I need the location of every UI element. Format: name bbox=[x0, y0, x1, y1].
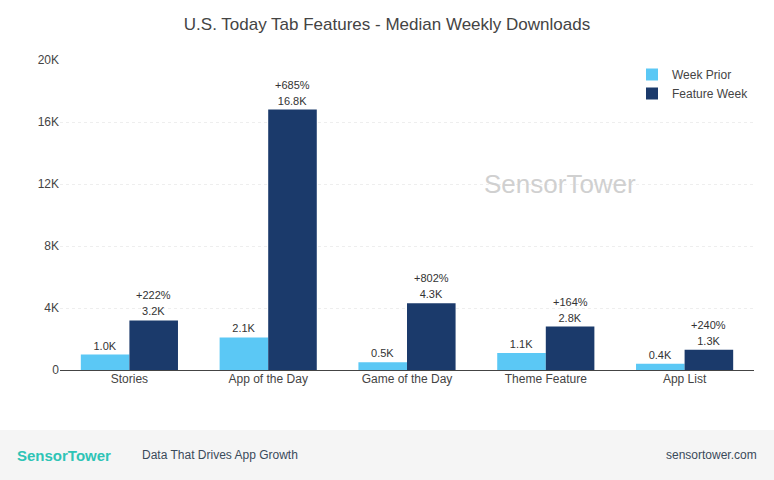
svg-text:sensortower.com: sensortower.com bbox=[666, 448, 757, 462]
svg-text:0.5K: 0.5K bbox=[371, 347, 394, 359]
svg-text:4.3K: 4.3K bbox=[420, 288, 443, 300]
svg-text:+222%: +222% bbox=[136, 289, 171, 301]
svg-text:1.1K: 1.1K bbox=[510, 338, 533, 350]
svg-text:+802%: +802% bbox=[414, 272, 449, 284]
svg-text:20K: 20K bbox=[38, 53, 59, 67]
svg-text:App of the Day: App of the Day bbox=[229, 372, 308, 386]
svg-text:12K: 12K bbox=[38, 177, 59, 191]
svg-text:0: 0 bbox=[52, 363, 59, 377]
svg-text:2.8K: 2.8K bbox=[558, 312, 581, 324]
svg-text:Feature Week: Feature Week bbox=[672, 87, 748, 101]
svg-text:Game of the Day: Game of the Day bbox=[362, 372, 453, 386]
svg-text:Theme Feature: Theme Feature bbox=[505, 372, 587, 386]
svg-text:Data That Drives App Growth: Data That Drives App Growth bbox=[142, 448, 298, 462]
svg-text:SensorTower: SensorTower bbox=[17, 447, 111, 464]
svg-text:+685%: +685% bbox=[275, 79, 310, 91]
svg-text:Stories: Stories bbox=[111, 372, 148, 386]
svg-text:1.3K: 1.3K bbox=[697, 335, 720, 347]
svg-text:4K: 4K bbox=[44, 301, 59, 315]
svg-text:8K: 8K bbox=[44, 239, 59, 253]
svg-text:+240%: +240% bbox=[691, 319, 726, 331]
svg-text:2.1K: 2.1K bbox=[232, 322, 255, 334]
svg-text:0.4K: 0.4K bbox=[649, 349, 672, 361]
svg-text:SensorTower: SensorTower bbox=[484, 169, 636, 199]
svg-text:3.2K: 3.2K bbox=[142, 305, 165, 317]
svg-text:1.0K: 1.0K bbox=[93, 340, 116, 352]
svg-text:U.S. Today Tab Features - Medi: U.S. Today Tab Features - Median Weekly … bbox=[184, 15, 590, 34]
svg-text:Week Prior: Week Prior bbox=[672, 68, 731, 82]
svg-text:16K: 16K bbox=[38, 115, 59, 129]
svg-text:App List: App List bbox=[663, 372, 707, 386]
svg-text:16.8K: 16.8K bbox=[278, 95, 307, 107]
svg-text:+164%: +164% bbox=[553, 296, 588, 308]
